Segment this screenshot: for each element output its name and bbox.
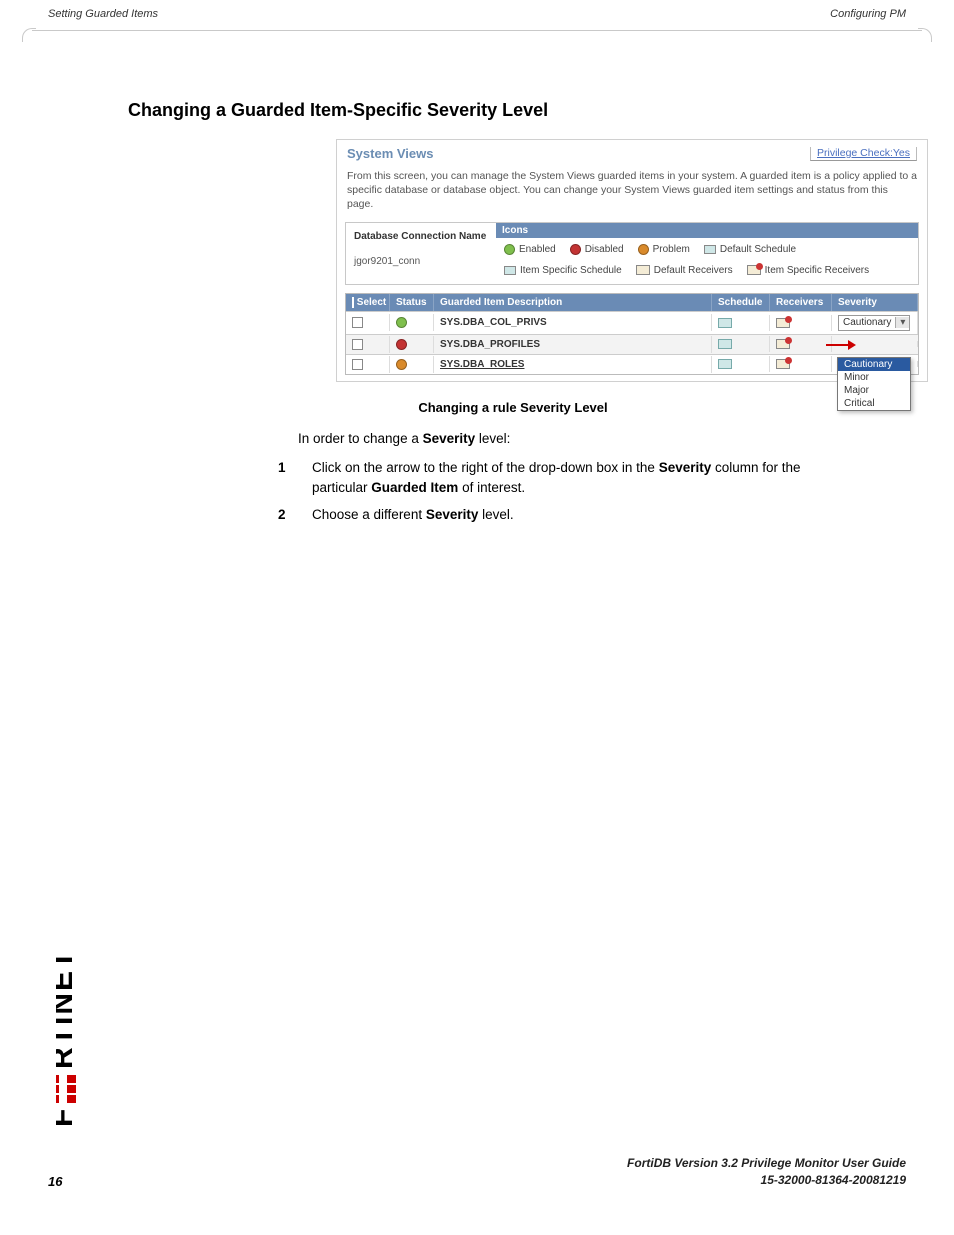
chevron-down-icon[interactable]: ▾ [895,317,909,328]
enabled-icon [504,244,515,255]
table-row: SYS.DBA_COL_PRIVS Cautionary▾ [346,311,918,334]
guarded-items-table: Select Status Guarded Item Description S… [345,293,919,375]
table-header: Select Status Guarded Item Description S… [346,294,918,311]
table-row: SYS.DBA_PROFILESCautionaryMinorMajorCrit… [346,334,918,354]
step-item: 1 Click on the arrow to the right of the … [278,458,858,497]
icons-legend-title: Icons [496,223,918,238]
step-item: 2 Choose a different Severity level. [278,505,858,525]
item-schedule-icon [504,266,516,275]
privilege-check-link[interactable]: Privilege Check:Yes [817,147,910,159]
step-text: Click on the arrow to the right of the d… [312,458,858,497]
step-number: 1 [278,458,292,497]
screenshot-description: From this screen, you can manage the Sys… [337,161,927,222]
col-select: Select [357,297,386,308]
severity-value: Cautionary [839,317,895,328]
select-all-checkbox[interactable] [352,297,354,308]
row-description: SYS.DBA_PROFILES [434,336,712,353]
col-receivers: Receivers [770,294,832,311]
row-description: SYS.DBA_ROLES [434,356,712,373]
privilege-check-tab[interactable]: Privilege Check:Yes [810,147,917,161]
schedule-icon[interactable] [718,318,732,328]
status-icon [396,359,407,370]
severity-dropdown[interactable]: CautionaryMinorMajorCritical [837,357,911,411]
col-schedule: Schedule [712,294,770,311]
header-rule [32,30,922,31]
status-icon [396,317,407,328]
legend-problem: Problem [653,244,690,255]
connection-icons-panel: Database Connection Name jgor9201_conn I… [345,222,919,285]
legend-default-receivers: Default Receivers [654,265,733,276]
header-rule-curve-left [22,28,36,42]
row-description: SYS.DBA_COL_PRIVS [434,314,712,331]
problem-icon [638,244,649,255]
figure-caption: Changing a rule Severity Level [298,400,728,415]
header-left: Setting Guarded Items [48,8,158,20]
status-icon [396,339,407,350]
item-receivers-icon [747,265,761,275]
severity-option[interactable]: Cautionary [838,358,910,371]
severity-select[interactable]: Cautionary▾ [838,315,910,331]
receivers-icon[interactable] [776,339,790,349]
icons-legend: Enabled Disabled Problem Default Schedul… [496,238,918,284]
severity-option[interactable]: Critical [838,397,910,410]
header-right: Configuring PM [830,8,906,20]
receivers-icon[interactable] [776,359,790,369]
svg-text:F: F [56,1107,79,1127]
severity-option[interactable]: Minor [838,371,910,384]
disabled-icon [570,244,581,255]
legend-enabled: Enabled [519,244,556,255]
col-severity: Severity [832,294,918,311]
default-schedule-icon [704,245,716,254]
screenshot-panel: System Views Privilege Check:Yes From th… [336,139,928,382]
col-status: Status [390,294,434,311]
row-checkbox[interactable] [352,317,363,328]
default-receivers-icon [636,265,650,275]
screenshot-heading: System Views [347,146,433,161]
step-number: 2 [278,505,292,525]
legend-item-schedule: Item Specific Schedule [520,265,622,276]
legend-item-receivers: Item Specific Receivers [765,265,869,276]
table-row: SYS.DBA_ROLES [346,354,918,374]
intro-line: In order to change a Severity level: [298,429,858,449]
db-connection-label: Database Connection Name [354,231,488,242]
receivers-icon[interactable] [776,318,790,328]
fortinet-logo: F RTINET R [56,875,88,1135]
col-description: Guarded Item Description [434,294,712,311]
legend-default-schedule: Default Schedule [720,244,796,255]
footer-line1: FortiDB Version 3.2 Privilege Monitor Us… [627,1155,906,1172]
step-text: Choose a different Severity level. [312,505,858,525]
footer-right: FortiDB Version 3.2 Privilege Monitor Us… [627,1155,906,1189]
schedule-icon[interactable] [718,359,732,369]
footer-line2: 15-32000-81364-20081219 [627,1172,906,1189]
header-rule-curve-right [918,28,932,42]
severity-option[interactable]: Major [838,384,910,397]
row-checkbox[interactable] [352,339,363,350]
schedule-icon[interactable] [718,339,732,349]
section-title: Changing a Guarded Item-Specific Severit… [128,100,888,121]
row-checkbox[interactable] [352,359,363,370]
db-connection-value: jgor9201_conn [354,256,488,267]
svg-text:RTINET: RTINET [56,949,79,1069]
page-number: 16 [48,1174,62,1189]
legend-disabled: Disabled [585,244,624,255]
